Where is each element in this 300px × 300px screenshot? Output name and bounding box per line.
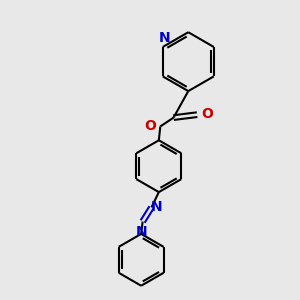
- Text: N: N: [151, 200, 163, 214]
- Text: N: N: [136, 225, 148, 239]
- Text: N: N: [158, 31, 170, 45]
- Text: O: O: [145, 119, 157, 134]
- Text: O: O: [201, 107, 213, 121]
